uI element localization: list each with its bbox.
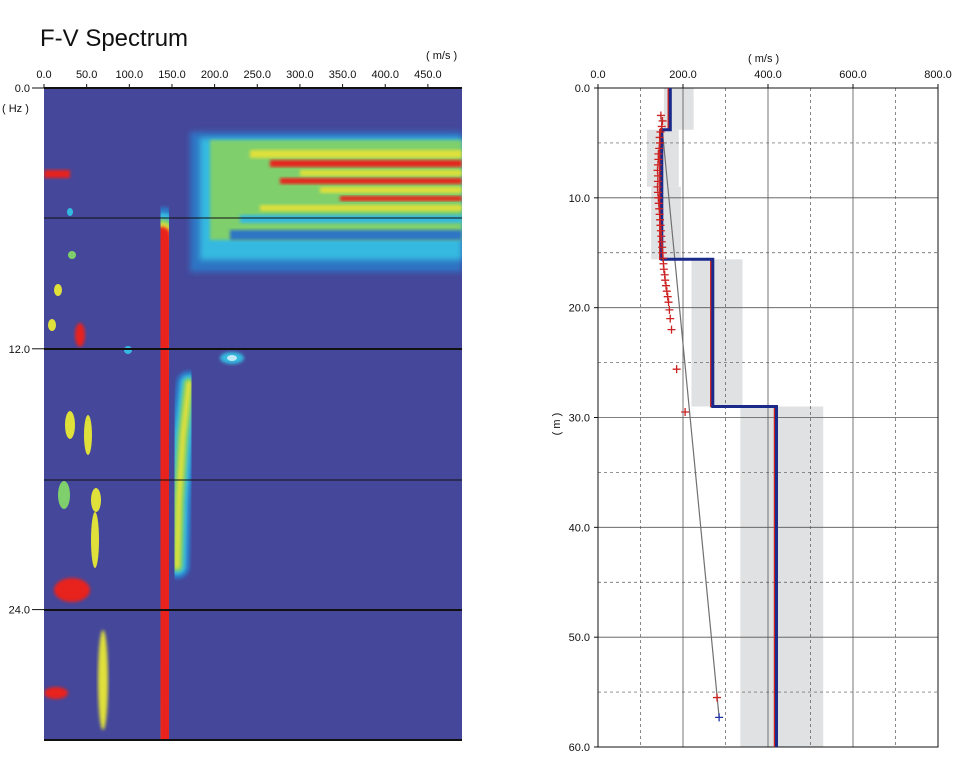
profile-y-axis: 0.0 10.0 20.0 30.0 40.0 50.0 60.0 [569, 83, 598, 754]
dispersion-point-marker [662, 281, 670, 290]
spectrum-x-tick-label: 400.0 [371, 69, 399, 81]
left-edge-noise [44, 170, 132, 730]
spectrum-y-axis: 0.0 12.0 24.0 [9, 83, 44, 617]
spectrum-x-unit: ( m/s ) [426, 50, 457, 62]
dispersion-point-marker [659, 265, 668, 274]
spectrum-image [44, 88, 462, 740]
dispersion-point-marker [656, 111, 665, 120]
dispersion-point-marker [666, 314, 675, 323]
dispersion-point-marker [681, 408, 690, 417]
dispersion-point-marker [656, 138, 665, 147]
dispersion-point-marker [662, 287, 671, 296]
uncertainty-band [691, 259, 743, 407]
dispersion-points [653, 111, 724, 722]
dispersion-point-marker [656, 127, 665, 136]
dispersion-point-marker [665, 305, 674, 314]
fv-spectrum-chart: F-V Spectrum ( m/s ) ( Hz ) 0.0 50.0 100.0… [2, 25, 462, 741]
profile-x-tick-label: 600.0 [839, 69, 867, 81]
profile-y-tick-label: 60.0 [569, 742, 590, 754]
profile-y-tick-label: 20.0 [569, 303, 590, 315]
spectrum-x-tick-label: 100.0 [116, 69, 144, 81]
spectrum-x-tick-label: 350.0 [329, 69, 357, 81]
dispersion-point-marker [663, 292, 672, 301]
layer-model-line [660, 88, 778, 747]
spectrum-y-tick-label: 0.0 [15, 83, 30, 95]
profile-x-tick-label: 400.0 [754, 69, 782, 81]
profile-x-tick-label: 0.0 [590, 69, 605, 81]
main-ridge-layer [152, 226, 177, 740]
profile-y-unit: ( m ) [551, 413, 563, 436]
spectrum-blob-core [227, 355, 237, 361]
spectrum-x-tick-label: 200.0 [201, 69, 229, 81]
spectrum-title: F-V Spectrum [40, 25, 188, 52]
spectrum-y-tick-label: 24.0 [9, 605, 30, 617]
dispersion-point-marker [667, 325, 676, 334]
profile-x-unit: ( m/s ) [748, 53, 779, 65]
profile-x-axis: 0.0 200.0 400.0 600.0 800.0 [590, 69, 952, 88]
profile-y-tick-label: 50.0 [569, 632, 590, 644]
spectrum-x-tick-label: 450.0 [414, 69, 442, 81]
dispersion-point-marker [713, 693, 721, 702]
upper-energy-band [190, 132, 462, 272]
profile-x-tick-label: 800.0 [924, 69, 952, 81]
profile-grid [598, 88, 938, 747]
spectrum-x-tick-label: 150.0 [158, 69, 186, 81]
spectrum-y-tick-label: 12.0 [9, 344, 30, 356]
dispersion-point-marker [655, 144, 664, 153]
trend-line [660, 115, 720, 718]
dispersion-point-marker [672, 365, 681, 374]
dispersion-point-marker [658, 116, 667, 125]
profile-y-tick-label: 10.0 [569, 193, 590, 205]
spectrum-x-tick-label: 250.0 [243, 69, 271, 81]
uncertainty-band [740, 406, 824, 747]
dispersion-point-marker [664, 298, 673, 307]
spectrum-y-unit: ( Hz ) [2, 103, 29, 115]
profile-y-tick-label: 40.0 [569, 522, 590, 534]
dispersion-point-marker [715, 713, 724, 722]
profile-x-tick-label: 200.0 [669, 69, 697, 81]
dispersion-point-marker [657, 122, 666, 131]
profile-y-tick-label: 0.0 [575, 83, 590, 95]
spectrum-x-axis: 0.0 50.0 100.0 150.0 200.0 250.0 300.0 350.0 400… [36, 69, 442, 88]
profile-y-tick-label: 30.0 [569, 413, 590, 425]
spectrum-x-tick-label: 50.0 [76, 69, 97, 81]
spectrum-x-tick-label: 0.0 [36, 69, 51, 81]
uncertainty-bands [646, 88, 824, 747]
main-ridge [132, 206, 197, 740]
velocity-profile-chart: ( m/s ) ( m ) 0.0 200.0 400.0 600.0 800.0 0.… [551, 53, 952, 754]
dispersion-point-marker [661, 276, 670, 285]
spectrum-x-tick-label: 300.0 [286, 69, 314, 81]
